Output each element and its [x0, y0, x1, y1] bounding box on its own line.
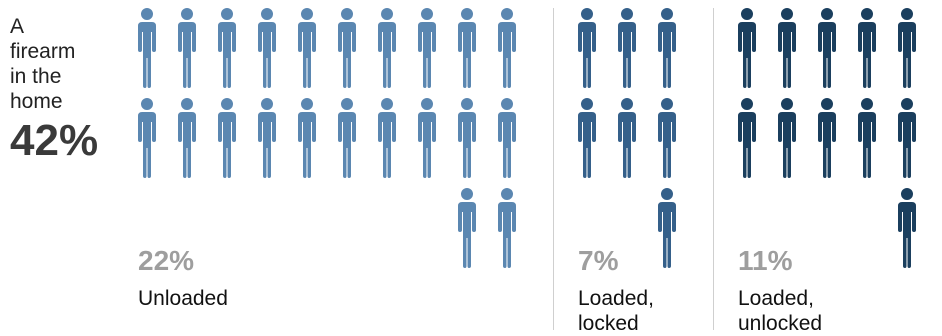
divider-1 — [553, 8, 554, 330]
unloaded-person-icon — [338, 98, 356, 178]
loaded-locked-person-icon — [658, 98, 676, 178]
unloaded-person-icon — [298, 8, 316, 88]
unloaded-person-icon — [458, 98, 476, 178]
unloaded-person-icon — [138, 98, 156, 178]
unloaded-person-icon — [458, 188, 476, 268]
unloaded-person-icon — [498, 188, 516, 268]
unloaded-person-icon — [218, 98, 236, 178]
divider-2 — [713, 8, 714, 330]
loaded-locked-label-line-2: locked — [578, 312, 639, 335]
unloaded-person-icon — [378, 98, 396, 178]
unloaded-person-icon — [458, 8, 476, 88]
loaded-locked-person-icon — [578, 8, 596, 88]
unloaded-label: Unloaded — [138, 286, 228, 311]
loaded-locked-label: Loaded, locked — [578, 286, 654, 336]
loaded-locked-percent: 7% — [578, 245, 619, 276]
intro-value: 42% — [10, 116, 99, 165]
unloaded-person-icon — [218, 8, 236, 88]
loaded-unlocked-person-icon — [858, 98, 876, 178]
unloaded-person-icon — [258, 8, 276, 88]
loaded-locked-person-icon — [658, 188, 676, 268]
unloaded-person-icon — [498, 98, 516, 178]
unloaded-label-line-1: Unloaded — [138, 287, 228, 310]
loaded-unlocked-person-icon — [818, 98, 836, 178]
loaded-unlocked-person-icon — [818, 8, 836, 88]
loaded-locked-person-icon — [578, 98, 596, 178]
unloaded-person-icon — [378, 8, 396, 88]
unloaded-person-icon — [418, 98, 436, 178]
unloaded-person-icon — [298, 98, 316, 178]
intro-label: A firearm in the home — [10, 15, 76, 113]
unloaded-person-icon — [178, 98, 196, 178]
loaded-unlocked-person-icon — [898, 98, 916, 178]
unloaded-person-icon — [418, 8, 436, 88]
loaded-unlocked-percent: 11% — [738, 245, 793, 276]
unloaded-percent: 22% — [138, 245, 195, 276]
loaded-unlocked-person-icon — [778, 98, 796, 178]
loaded-unlocked-person-icon — [898, 8, 916, 88]
unloaded-person-icon — [138, 8, 156, 88]
unloaded-person-icon — [258, 98, 276, 178]
unloaded-person-icon — [498, 8, 516, 88]
loaded-locked-person-icon — [618, 98, 636, 178]
loaded-locked-person-icon — [618, 8, 636, 88]
unloaded-person-icon — [338, 8, 356, 88]
loaded-unlocked-person-icon — [778, 8, 796, 88]
loaded-unlocked-person-icon — [738, 98, 756, 178]
loaded-unlocked-person-icon — [858, 8, 876, 88]
loaded-unlocked-label-line-2: unlocked — [738, 312, 823, 335]
loaded-unlocked-person-icon — [898, 188, 916, 268]
loaded-unlocked-person-icon — [738, 8, 756, 88]
loaded-unlocked-label-line-1: Loaded, — [738, 287, 814, 310]
loaded-locked-person-icon — [658, 8, 676, 88]
unloaded-person-icon — [178, 8, 196, 88]
loaded-unlocked-label: Loaded, unlocked — [738, 286, 822, 336]
intro-block: A firearm in the home 42% — [10, 14, 98, 166]
loaded-locked-label-line-1: Loaded, — [578, 287, 654, 310]
